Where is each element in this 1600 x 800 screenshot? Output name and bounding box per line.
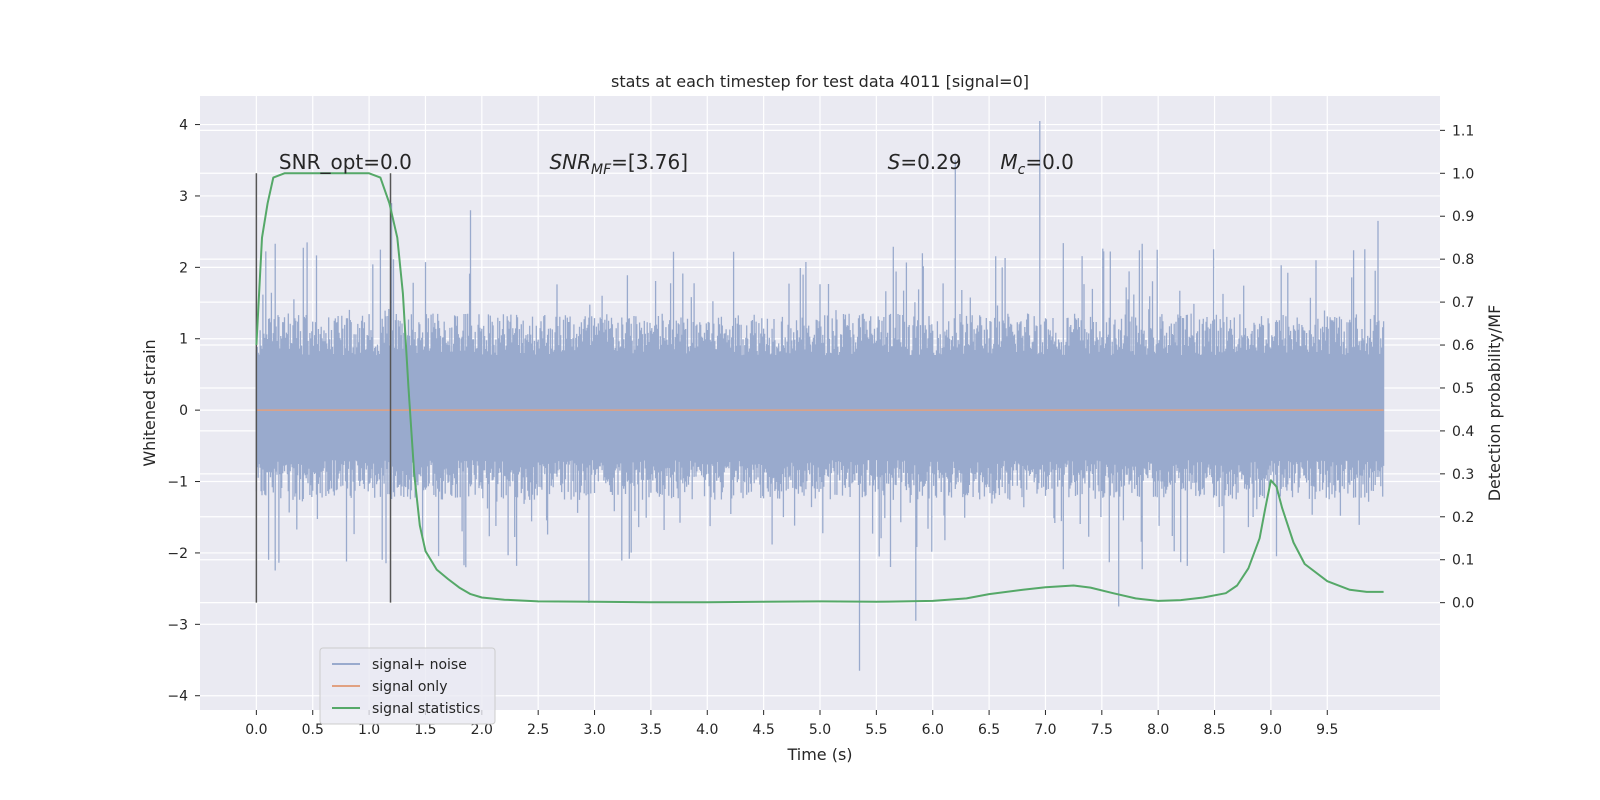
- series-signal-statistics: [255, 172, 1384, 604]
- chart-title: stats at each timestep for test data 401…: [611, 72, 1029, 91]
- x-tick-label: 6.0: [922, 722, 944, 738]
- y-left-tick-label: 0: [179, 403, 188, 419]
- legend-label: signal+ noise: [372, 657, 467, 673]
- y-right-tick-label: 1.1: [1452, 123, 1474, 139]
- x-tick-label: 2.0: [471, 722, 493, 738]
- y-right-tick-label: 0.6: [1452, 338, 1474, 354]
- x-tick-label: 7.0: [1034, 722, 1056, 738]
- annotation-text: SNRMF=[3.76]: [549, 150, 688, 178]
- annotation-text: Mc=0.0: [1000, 150, 1074, 178]
- x-tick-label: 6.5: [978, 722, 1000, 738]
- y-right-tick-label: 0.9: [1452, 209, 1474, 225]
- y-axis-label-right: Detection probability/MF: [1485, 305, 1504, 502]
- y-right-tick-label: 0.4: [1452, 424, 1474, 440]
- y-right-tick-label: 0.2: [1452, 510, 1474, 526]
- x-tick-label: 0.5: [302, 722, 324, 738]
- ticks-layer: 0.0 0.5 1.0 1.5 2.0 2.5 3.0 3.5 4.0 4.5 5.0 5.5 6.0 6…: [167, 118, 1474, 738]
- x-tick-label: 5.5: [865, 722, 887, 738]
- y-axis-label-left: Whitened strain: [140, 339, 159, 466]
- y-left-tick-label: −4: [167, 689, 188, 705]
- x-tick-label: 8.5: [1203, 722, 1225, 738]
- x-tick-label: 4.0: [696, 722, 718, 738]
- y-right-tick-label: 0.8: [1452, 252, 1474, 268]
- y-left-tick-label: 2: [179, 260, 188, 276]
- legend-label: signal statistics: [372, 701, 480, 717]
- x-tick-label: 3.5: [640, 722, 662, 738]
- x-tick-label: 9.0: [1260, 722, 1282, 738]
- x-tick-label: 7.5: [1091, 722, 1113, 738]
- annotation-layer: SNR_opt=0.0 SNRMF=[3.76] S=0.29 Mc=0.0: [279, 150, 1074, 178]
- y-right-tick-label: 0.3: [1452, 467, 1474, 483]
- x-axis-label: Time (s): [786, 745, 852, 764]
- y-right-tick-label: 0.5: [1452, 381, 1474, 397]
- y-left-tick-label: −1: [167, 475, 188, 491]
- annotation-text: SNR_opt=0.0: [279, 150, 412, 174]
- y-left-tick-label: −3: [167, 617, 188, 633]
- y-left-tick-label: −2: [167, 546, 188, 562]
- legend: signal+ noise signal only signal statistic…: [319, 647, 496, 725]
- x-tick-label: 2.5: [527, 722, 549, 738]
- x-tick-label: 4.5: [753, 722, 775, 738]
- x-tick-label: 9.5: [1316, 722, 1338, 738]
- x-tick-label: 1.0: [358, 722, 380, 738]
- y-right-tick-label: 1.0: [1452, 166, 1474, 182]
- y-right-tick-label: 0.7: [1452, 295, 1474, 311]
- annotation-text: S=0.29: [888, 150, 962, 174]
- y-left-tick-label: 3: [179, 189, 188, 205]
- legend-box: [319, 647, 496, 725]
- legend-label: signal only: [372, 679, 447, 695]
- y-left-tick-label: 1: [179, 332, 188, 348]
- data-layer: [255, 121, 1385, 671]
- x-tick-label: 3.0: [583, 722, 605, 738]
- y-right-tick-label: 0.0: [1452, 596, 1474, 612]
- x-tick-label: 8.0: [1147, 722, 1169, 738]
- y-left-tick-label: 4: [179, 118, 188, 134]
- y-right-tick-label: 0.1: [1452, 553, 1474, 569]
- x-tick-label: 5.0: [809, 722, 831, 738]
- x-tick-label: 0.0: [245, 722, 267, 738]
- x-tick-label: 1.5: [414, 722, 436, 738]
